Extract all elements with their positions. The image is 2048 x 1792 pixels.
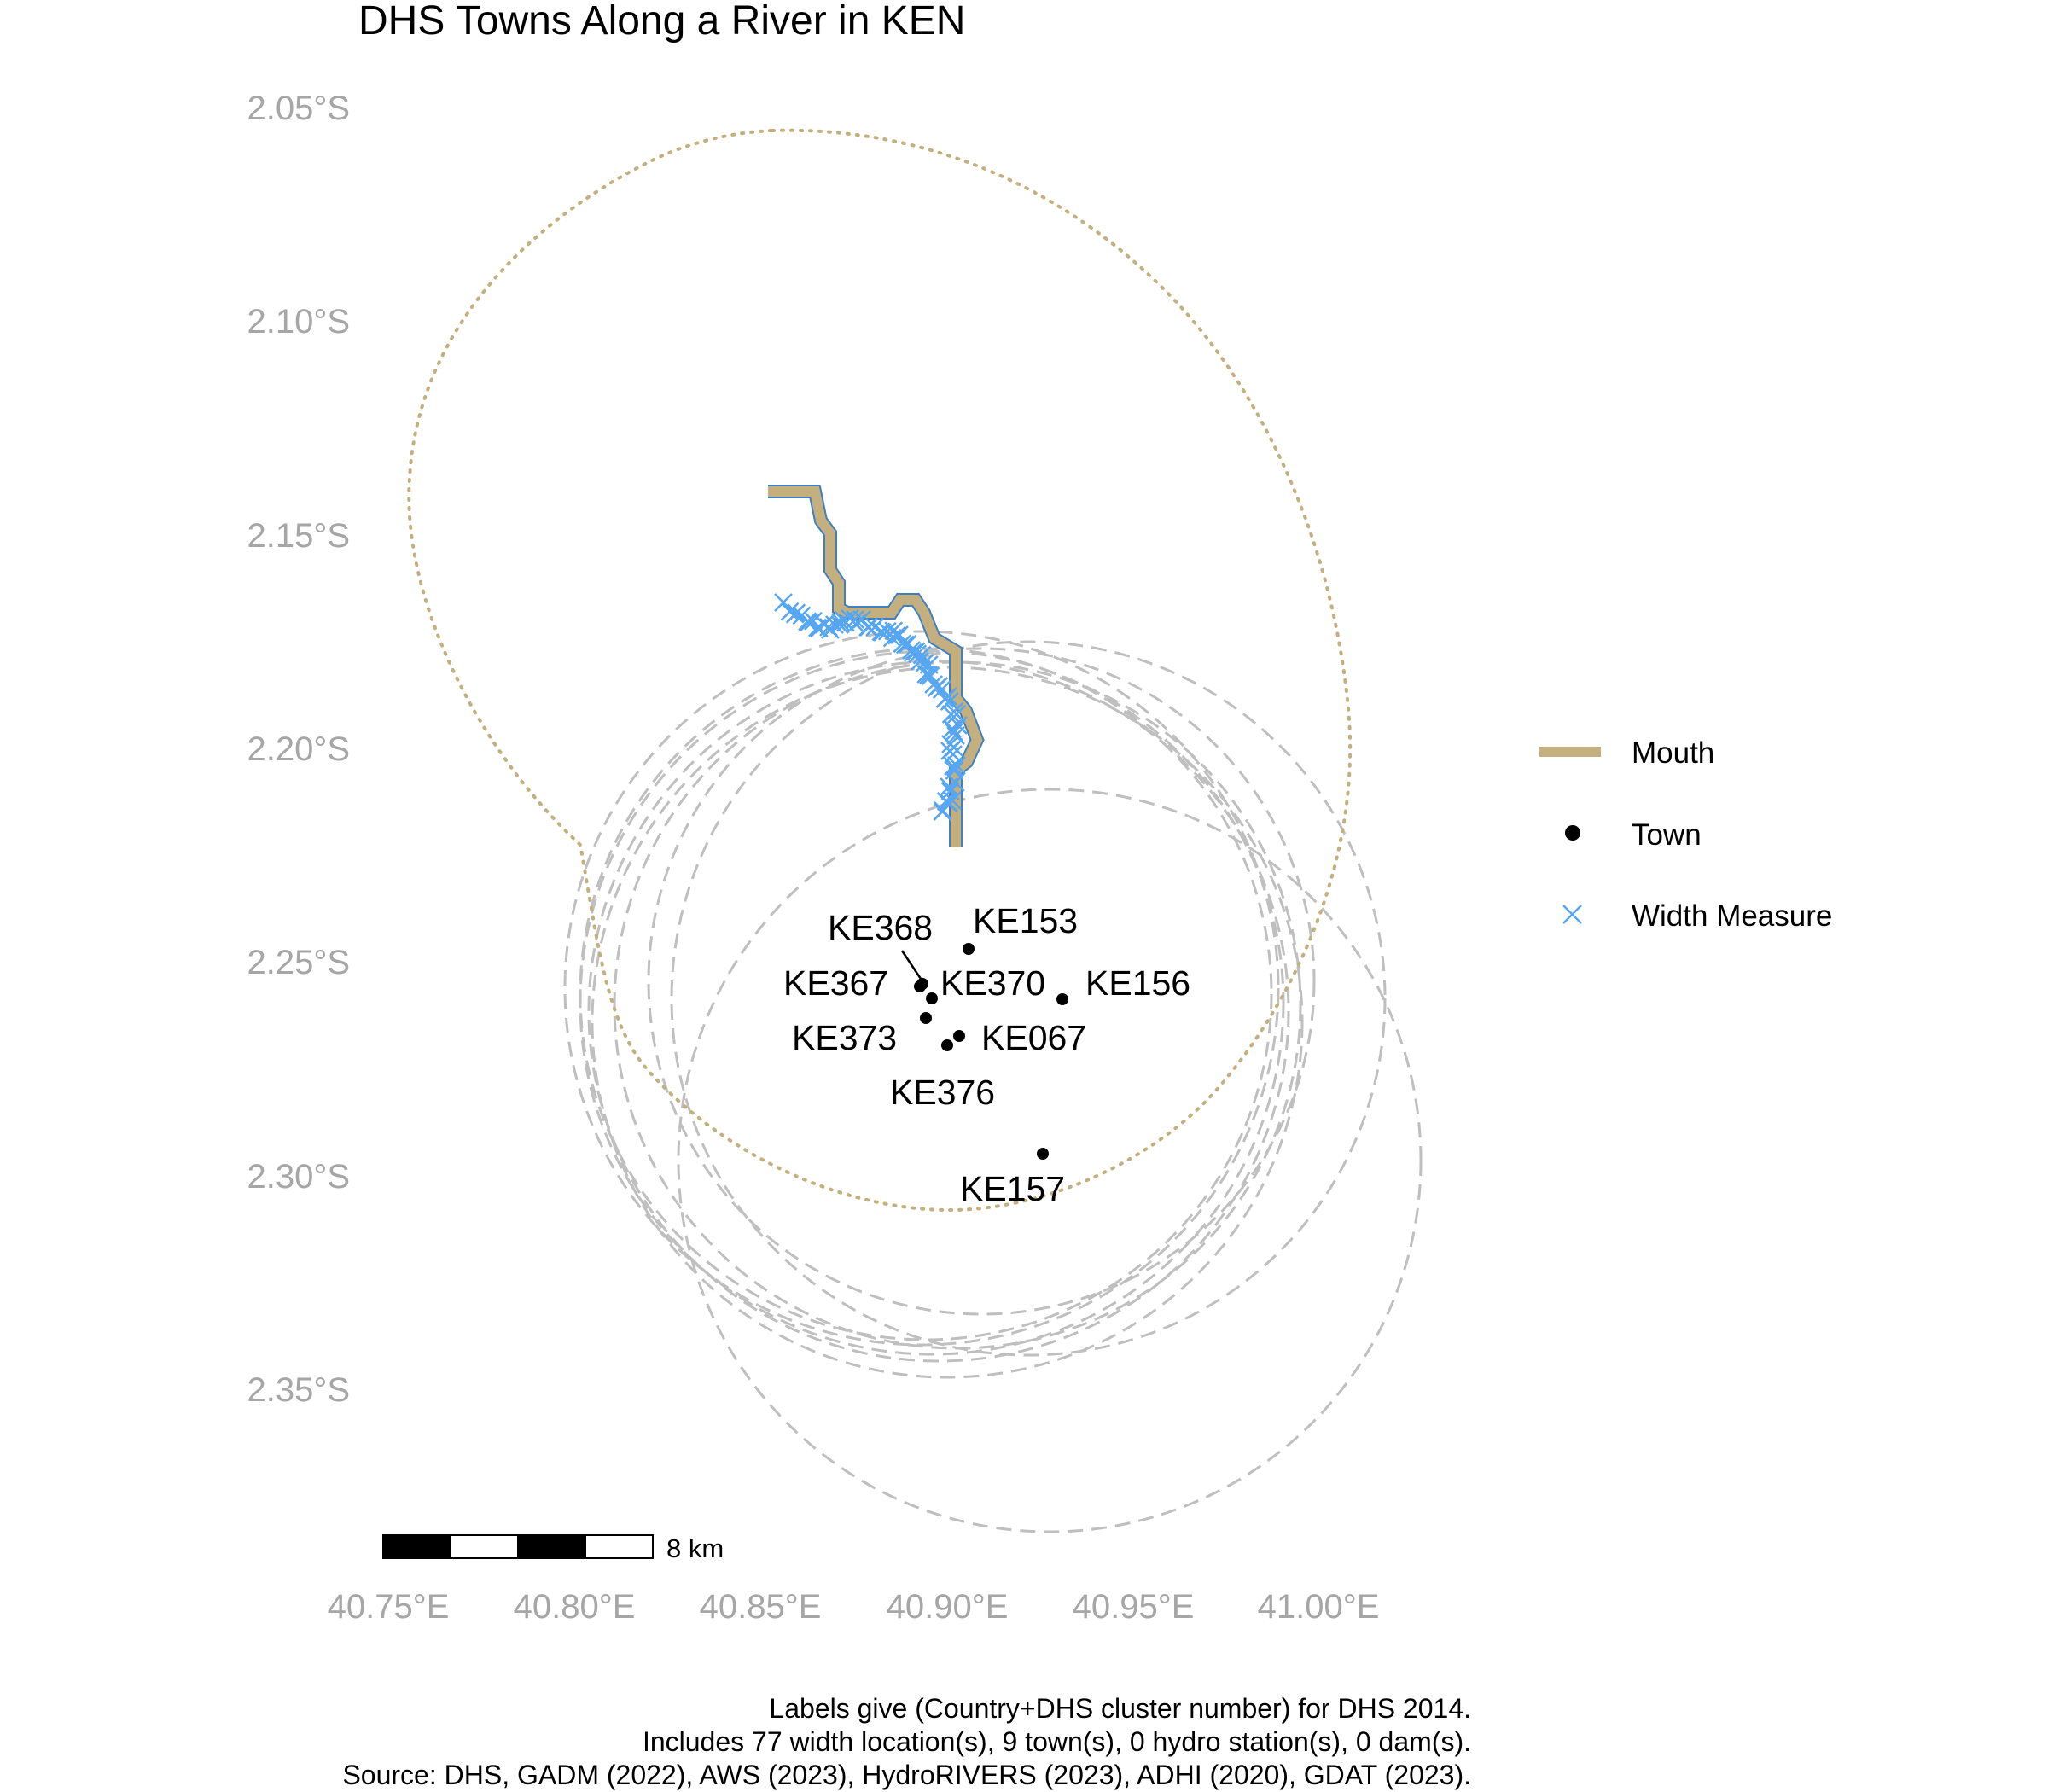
width-measure-mark: [934, 801, 952, 820]
caption-line: Labels give (Country+DHS cluster number)…: [769, 1693, 1471, 1724]
town-label: KE370: [940, 963, 1045, 1003]
width-measure-mark: [947, 756, 966, 775]
legend-label-mouth: Mouth: [1632, 736, 1714, 770]
width-measure-mark: [858, 618, 877, 637]
legend-town-swatch: [1565, 825, 1580, 841]
scale-bar-label: 8 km: [666, 1533, 724, 1563]
y-tick-label: 2.15°S: [247, 517, 350, 555]
mouth-buffer-outline: [407, 128, 1353, 1213]
width-measure-mark: [941, 705, 961, 724]
map-title: DHS Towns Along a River in KEN: [358, 0, 965, 44]
x-tick-label: 40.85°E: [700, 1588, 822, 1626]
town-points: [914, 943, 1068, 1160]
legend-label-width-measure: Width Measure: [1632, 899, 1832, 933]
town-label: KE367: [783, 963, 888, 1003]
width-measure-mark: [798, 612, 817, 631]
river-mouth-line: [768, 486, 983, 847]
width-measures: [774, 593, 968, 821]
width-measure-mark: [825, 615, 844, 634]
river-mouth: [768, 485, 985, 847]
town-buffer-circle: [670, 640, 1387, 1357]
x-tick-label: 40.75°E: [328, 1588, 450, 1626]
town-buffer-circle: [591, 666, 1304, 1379]
town-point-ke370: [926, 992, 938, 1004]
x-tick-label: 40.95°E: [1073, 1588, 1195, 1626]
town-buffer-circle: [677, 788, 1423, 1533]
width-measure-mark: [846, 610, 864, 629]
town-buffer-circle: [587, 660, 1290, 1363]
town-point-ke156: [1056, 993, 1068, 1005]
caption: Labels give (Country+DHS cluster number)…: [342, 1693, 1471, 1790]
town-buffer-circle: [647, 647, 1316, 1316]
y-tick-label: 2.35°S: [247, 1371, 350, 1409]
width-measure-mark: [893, 634, 912, 654]
town-label: KE153: [973, 901, 1078, 940]
legend: Mouth Town Width Measure: [1539, 736, 1832, 933]
caption-line: Source: DHS, GADM (2022), AWS (2023), Hy…: [342, 1760, 1471, 1790]
town-label: KE156: [1085, 963, 1190, 1003]
town-labels: KE368 KE153 KE367 KE370 KE156 KE373 KE06…: [783, 901, 1190, 1208]
y-tick-label: 2.10°S: [247, 303, 350, 340]
x-tick-label: 40.80°E: [514, 1588, 636, 1626]
legend-width-measure-swatch: [1562, 905, 1582, 924]
width-measure-mark: [819, 618, 838, 637]
scale-bar-segment: [585, 1534, 654, 1559]
town-label: KE157: [960, 1169, 1065, 1208]
town-point-ke376: [941, 1039, 953, 1051]
label-leaders: [900, 950, 924, 982]
scale-bar-segment: [450, 1534, 519, 1559]
town-point-ke367: [914, 980, 926, 992]
legend-label-town: Town: [1632, 818, 1702, 852]
width-measure-mark: [944, 757, 963, 776]
scale-bar-segment: [382, 1534, 451, 1559]
town-label: KE067: [981, 1018, 1086, 1057]
leader-line-ke368: [900, 950, 924, 982]
caption-line: Includes 77 width location(s), 9 town(s)…: [643, 1726, 1471, 1757]
scale-bar: 8 km: [382, 1533, 724, 1563]
town-label: KE373: [792, 1018, 897, 1057]
town-buffer-circle: [563, 630, 1280, 1347]
town-point-ke067: [953, 1030, 965, 1042]
town-label: KE376: [890, 1073, 995, 1112]
width-measure-mark: [945, 723, 963, 742]
y-tick-label: 2.25°S: [247, 944, 350, 981]
x-axis: 40.75°E 40.80°E 40.85°E 40.90°E 40.95°E …: [328, 1588, 1380, 1626]
town-point-ke157: [1037, 1148, 1049, 1160]
y-axis: 2.05°S 2.10°S 2.15°S 2.20°S 2.25°S 2.30°…: [247, 90, 350, 1409]
y-tick-label: 2.30°S: [247, 1158, 350, 1196]
width-measure-mark: [939, 794, 958, 812]
town-point-ke153: [963, 943, 975, 955]
town-label: KE368: [828, 908, 933, 947]
y-tick-label: 2.05°S: [247, 90, 350, 127]
width-measure-mark: [935, 689, 955, 708]
x-tick-label: 40.90°E: [887, 1588, 1009, 1626]
x-tick-label: 41.00°E: [1258, 1588, 1380, 1626]
width-measure-mark: [780, 602, 800, 621]
width-measure-mark: [785, 604, 805, 624]
scale-bar-segment: [517, 1534, 586, 1559]
y-tick-label: 2.20°S: [247, 730, 350, 768]
town-point-ke373: [920, 1012, 932, 1024]
